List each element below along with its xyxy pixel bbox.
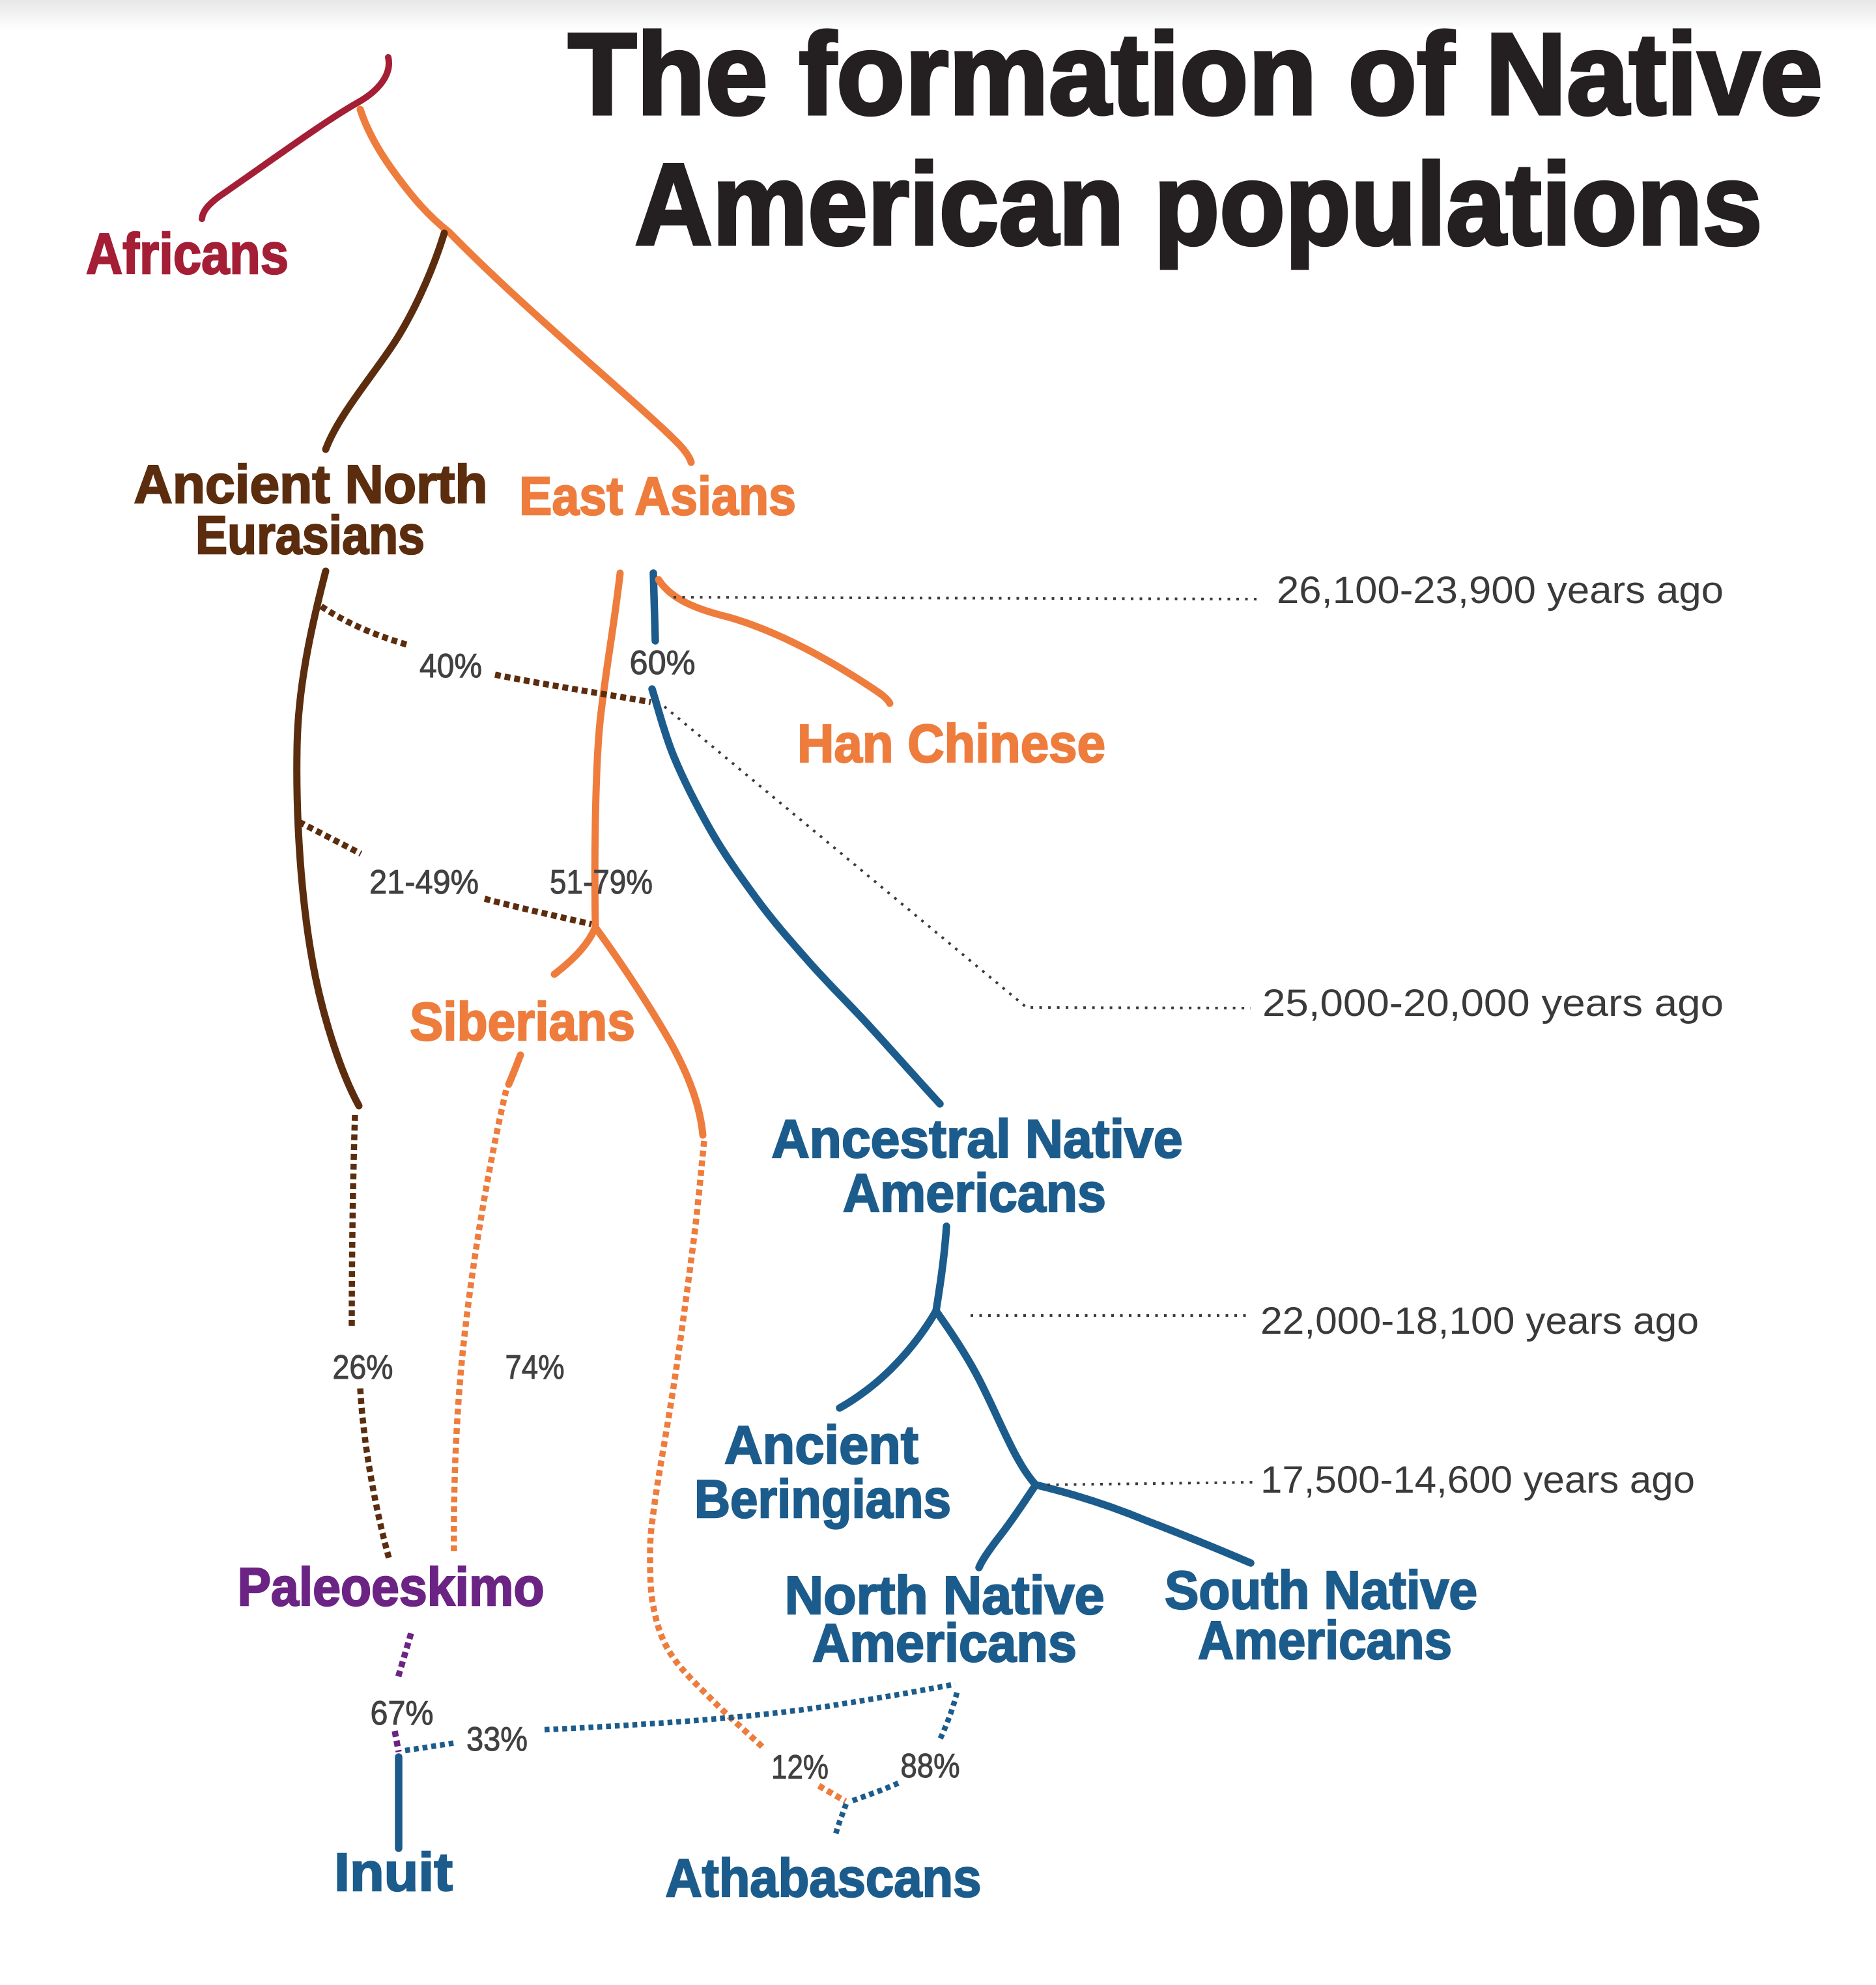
svg-text:Eurasians: Eurasians xyxy=(195,505,425,565)
svg-text:Ancestral Native: Ancestral Native xyxy=(772,1108,1183,1169)
svg-text:17,500-14,600 years ago: 17,500-14,600 years ago xyxy=(1260,1459,1695,1501)
svg-text:Paleoeskimo: Paleoeskimo xyxy=(238,1556,545,1617)
svg-text:40%: 40% xyxy=(419,647,482,685)
svg-text:26%: 26% xyxy=(333,1349,393,1387)
svg-text:60%: 60% xyxy=(630,644,696,682)
svg-text:Americans: Americans xyxy=(843,1162,1106,1223)
svg-text:Siberians: Siberians xyxy=(410,991,635,1052)
svg-text:25,000-20,000 years ago: 25,000-20,000 years ago xyxy=(1262,982,1724,1024)
svg-text:26,100-23,900 years ago: 26,100-23,900 years ago xyxy=(1277,569,1724,612)
svg-text:East Asians: East Asians xyxy=(519,466,796,526)
svg-text:Ancient North: Ancient North xyxy=(134,454,488,514)
svg-text:Beringians: Beringians xyxy=(694,1469,951,1529)
svg-text:Americans: Americans xyxy=(812,1612,1077,1673)
svg-text:22,000-18,100 years ago: 22,000-18,100 years ago xyxy=(1260,1300,1699,1342)
svg-text:Inuit: Inuit xyxy=(334,1842,453,1902)
svg-text:Americans: Americans xyxy=(1198,1610,1452,1670)
svg-text:Han Chinese: Han Chinese xyxy=(797,713,1105,774)
svg-text:Ancient: Ancient xyxy=(724,1415,918,1475)
svg-text:The formation of Native: The formation of Native xyxy=(568,9,1823,139)
svg-text:12%: 12% xyxy=(771,1749,829,1786)
svg-text:South Native: South Native xyxy=(1165,1560,1477,1620)
svg-text:74%: 74% xyxy=(505,1349,565,1387)
svg-text:67%: 67% xyxy=(371,1695,434,1732)
svg-text:North Native: North Native xyxy=(785,1565,1105,1626)
svg-text:51-79%: 51-79% xyxy=(550,864,653,901)
svg-text:21-49%: 21-49% xyxy=(369,864,479,901)
svg-text:American populations: American populations xyxy=(635,139,1763,269)
svg-text:Africans: Africans xyxy=(86,221,289,286)
svg-text:88%: 88% xyxy=(901,1747,960,1785)
svg-text:33%: 33% xyxy=(466,1721,528,1758)
svg-text:Athabascans: Athabascans xyxy=(666,1848,982,1908)
